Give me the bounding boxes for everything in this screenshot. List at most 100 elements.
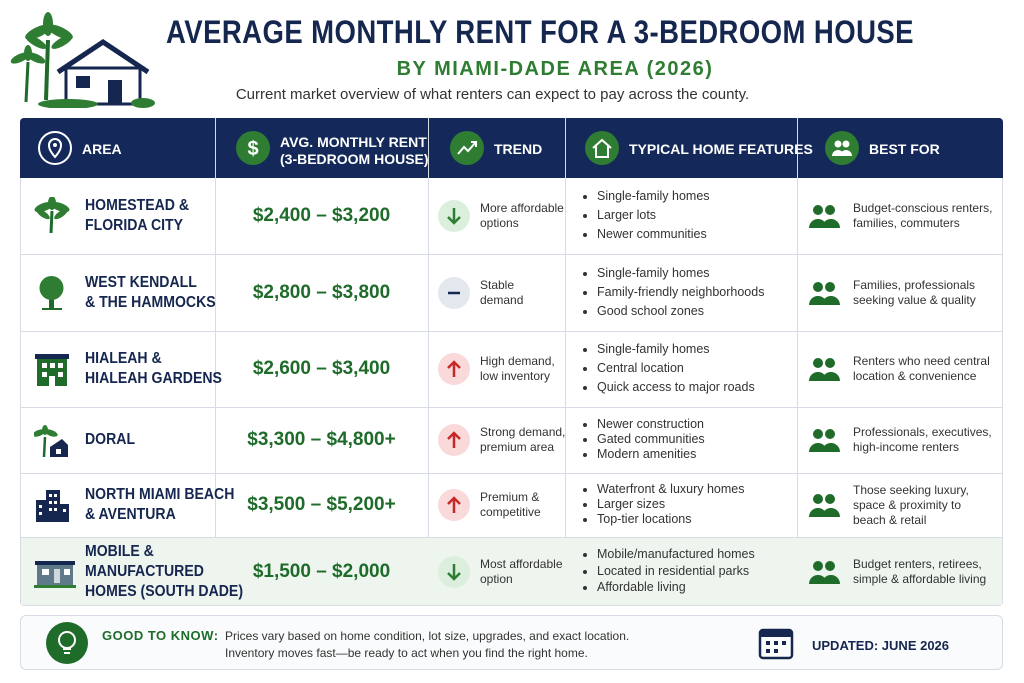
trend-icon <box>438 353 470 385</box>
area-name: NORTH MIAMI BEACH <box>85 486 235 503</box>
row-divider <box>20 473 1003 474</box>
area-icon <box>34 486 76 524</box>
svg-text:$: $ <box>247 138 258 160</box>
trend-text: Strong demand, <box>480 425 566 439</box>
row-divider <box>20 537 1003 538</box>
trend-icon <box>438 200 470 232</box>
best-for: Renters who need central <box>853 354 990 368</box>
footer-text: Prices vary based on home condition, lot… <box>225 629 630 643</box>
footer-label: GOOD TO KNOW: <box>102 628 219 643</box>
feature: Family-friendly neighborhoods <box>597 284 765 299</box>
bullet <box>583 232 587 237</box>
updated: UPDATED: JUNE 2026 <box>812 638 950 653</box>
rent-range: $1,500 – $2,000 <box>252 560 391 582</box>
column-icon <box>585 131 619 165</box>
trend-text: demand <box>480 292 524 307</box>
feature: Waterfront & luxury homes <box>597 482 745 497</box>
area-name: DORAL <box>85 431 136 448</box>
feature: Located in residential parks <box>597 563 750 578</box>
best-for: simple & affordable living <box>853 571 987 586</box>
people-icon <box>808 558 840 586</box>
area-name: & THE HAMMOCKS <box>85 293 216 311</box>
row-highlight <box>21 537 1002 605</box>
rent-range: $2,600 – $3,400 <box>252 358 391 379</box>
column-divider <box>565 118 566 606</box>
trend-text: More affordable <box>480 201 564 215</box>
row-divider <box>20 331 1003 332</box>
bullet <box>583 309 587 314</box>
bullet <box>583 517 587 522</box>
feature: Mobile/manufactured homes <box>597 547 755 562</box>
best-for: seeking value & quality <box>853 292 976 307</box>
rent-range: $3,300 – $4,800+ <box>247 429 396 450</box>
area-name: WEST KENDALL <box>85 273 197 291</box>
rent-range: $3,500 – $5,200+ <box>247 494 396 515</box>
rent-range: $2,400 – $3,200 <box>252 205 391 226</box>
footer-text: Inventory moves fast—be ready to act whe… <box>225 646 588 660</box>
feature: Central location <box>597 361 684 375</box>
trend-text: premium area <box>480 440 555 454</box>
people-icon <box>808 491 840 519</box>
row-divider <box>20 254 1003 255</box>
trend-text: competitive <box>480 505 541 519</box>
feature: Modern amenities <box>597 447 697 462</box>
bullet <box>583 195 587 200</box>
column-divider <box>428 118 429 606</box>
feature: Top-tier locations <box>597 511 692 526</box>
best-for: Families, professionals <box>853 277 976 292</box>
column-header: AREA <box>82 141 122 157</box>
column-divider <box>797 118 798 606</box>
title: AVERAGE MONTHLY RENT FOR A 3-BEDROOM HOU… <box>166 14 914 50</box>
subtitle: BY MIAMI-DADE AREA (2026) <box>396 58 714 80</box>
feature: Affordable living <box>597 579 686 594</box>
column-header: (3-BEDROOM HOUSE) <box>280 151 429 167</box>
row-divider <box>20 407 1003 408</box>
best-for: Budget renters, retirees, <box>853 556 982 571</box>
bullet <box>583 214 587 218</box>
best-for: Those seeking luxury, <box>853 482 969 497</box>
trend-text: Stable <box>480 277 515 292</box>
bullet <box>583 367 587 371</box>
feature: Quick access to major roads <box>597 379 755 394</box>
best-for: families, commuters <box>853 216 960 230</box>
area-icon <box>32 421 76 459</box>
area-icon <box>34 553 76 591</box>
best-for: space & proximity to <box>853 497 962 512</box>
footer-box <box>20 615 1003 670</box>
area-icon <box>34 274 76 312</box>
column-header: TREND <box>494 141 543 157</box>
description: Current market overview of what renters … <box>235 86 750 103</box>
area-name: & AVENTURA <box>85 506 176 523</box>
bullet <box>583 488 587 493</box>
area-name: FLORIDA CITY <box>85 217 184 234</box>
calendar-icon <box>758 628 794 660</box>
feature: Single-family homes <box>597 342 710 357</box>
people-icon <box>808 355 840 383</box>
column-header: AVG. MONTHLY RENT <box>280 134 427 150</box>
feature: Larger lots <box>597 208 657 222</box>
column-divider <box>215 118 216 606</box>
trend-text: options <box>480 216 519 230</box>
feature: Gated communities <box>597 432 705 446</box>
feature: Good school zones <box>597 303 705 318</box>
area-icon <box>34 350 76 388</box>
trend-text: High demand, <box>480 354 555 368</box>
bullet <box>583 585 587 590</box>
trend-icon <box>438 555 470 588</box>
bullet <box>583 348 587 353</box>
column-icon <box>450 131 484 165</box>
bullet <box>583 271 587 276</box>
bulb-icon <box>46 622 88 664</box>
feature: Newer construction <box>597 416 704 431</box>
bullet <box>583 503 587 507</box>
bullet <box>583 385 587 390</box>
area-name: MOBILE & <box>85 542 154 560</box>
people-icon <box>808 279 840 307</box>
people-icon <box>808 426 840 454</box>
trend-icon <box>438 276 470 309</box>
area-name: HOMESTEAD & <box>85 197 190 214</box>
trend-icon <box>438 424 470 456</box>
column-icon <box>825 131 859 165</box>
column-icon <box>38 131 72 165</box>
